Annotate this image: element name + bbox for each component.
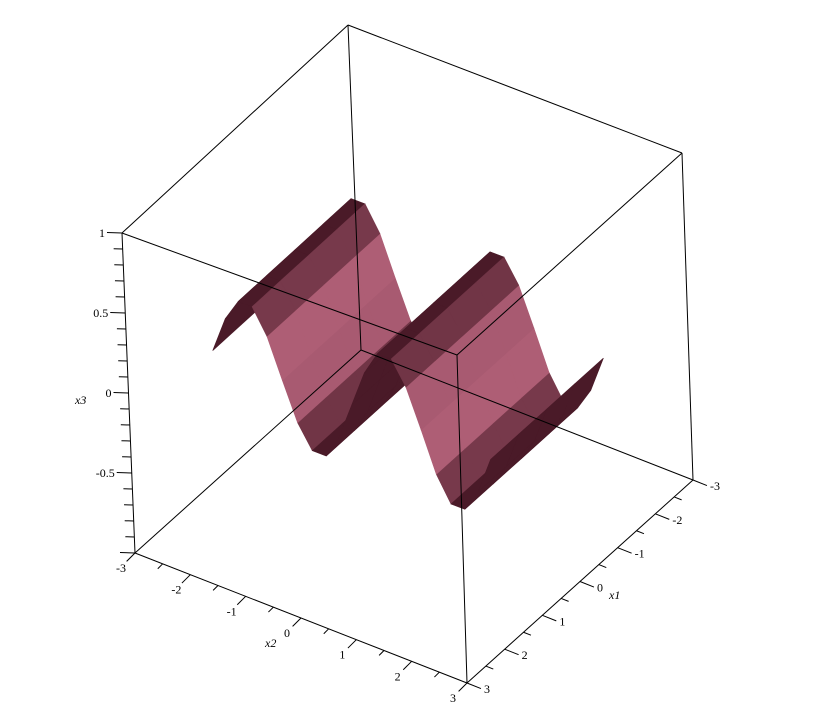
x3-tick-label: 1 <box>99 226 105 240</box>
x2-tick <box>378 650 385 656</box>
box-edge <box>360 349 694 481</box>
box-edge <box>134 349 362 554</box>
x3-tick-label: 0 <box>106 386 112 400</box>
x1-tick-label: 2 <box>522 648 528 662</box>
x2-tick <box>458 682 468 692</box>
surface <box>212 198 604 510</box>
x1-tick <box>579 581 595 588</box>
x2-tick-label: -1 <box>227 604 237 618</box>
x1-tick <box>617 547 632 554</box>
x3-tick-label: 0.5 <box>93 306 108 320</box>
x2-tick-label: 3 <box>450 691 456 705</box>
x1-tick <box>560 597 569 602</box>
x2-tick-label: -2 <box>171 583 181 597</box>
x2-tick <box>236 595 247 606</box>
x2-tick <box>181 574 191 584</box>
x2-tick <box>347 639 357 649</box>
x1-tick-label: -3 <box>710 479 720 493</box>
x2-axis-title: x2 <box>264 636 276 650</box>
box-edge <box>121 232 458 356</box>
x2-tick <box>434 671 440 678</box>
x2-tick <box>126 552 136 562</box>
surface-patch <box>477 433 520 493</box>
x2-tick <box>268 606 274 613</box>
box-edge <box>456 354 468 684</box>
x2-tick-label: 0 <box>284 626 290 640</box>
x1-tick <box>636 530 645 535</box>
axes: -0.5 0 0.5 1 -3 -2 -1 0 1 2 3 -3 -2 -1 0 1 2 3 <box>93 226 720 705</box>
x2-tick-label: -3 <box>116 561 126 575</box>
box-edge <box>681 152 694 481</box>
x1-tick <box>504 648 519 656</box>
x1-tick-label: 1 <box>559 614 565 628</box>
x2-tick <box>292 617 302 627</box>
box-edge <box>456 152 683 356</box>
x1-tick <box>692 479 708 487</box>
box-edge <box>121 24 349 234</box>
x2-tick <box>402 660 413 671</box>
box-edge <box>347 24 362 351</box>
x1-tick <box>673 496 682 501</box>
x1-tick <box>655 513 670 520</box>
x1-tick <box>466 682 482 690</box>
x1-tick-label: -2 <box>672 513 682 527</box>
surface-patch <box>251 280 296 337</box>
x2-tick <box>323 628 330 635</box>
x2-tick-label: 2 <box>395 669 401 683</box>
surface-patch <box>562 357 604 416</box>
surface-patch <box>390 333 435 388</box>
x3-tick-label: -0.5 <box>96 466 115 480</box>
x1-tick <box>485 665 494 670</box>
x1-tick-label: 3 <box>484 682 490 696</box>
x1-tick <box>542 614 557 622</box>
x2-tick-label: 1 <box>339 648 345 662</box>
x1-tick-label: 0 <box>597 581 603 595</box>
x2-tick <box>157 563 164 570</box>
x1-axis-title: x1 <box>608 588 620 602</box>
box-edge <box>347 24 683 154</box>
x2-tick <box>212 585 219 591</box>
x1-tick-label: -1 <box>635 547 645 561</box>
x3-axis-title: x3 <box>74 393 86 407</box>
x1-tick <box>523 631 532 636</box>
x1-tick <box>598 564 607 569</box>
